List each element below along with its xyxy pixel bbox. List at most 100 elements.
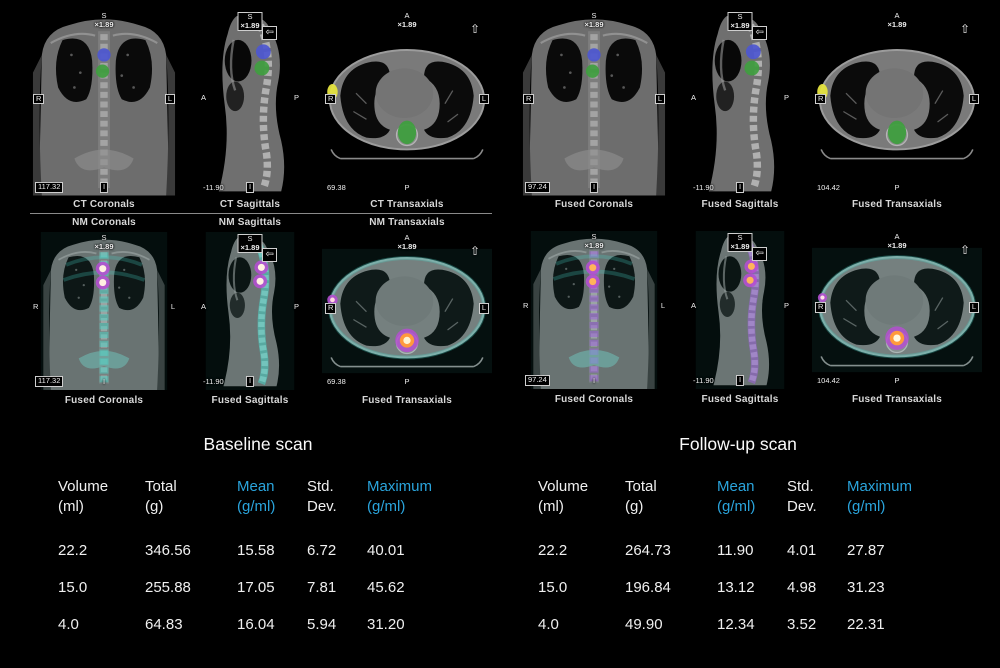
orientation-top-label: S ×1.89 xyxy=(94,11,114,29)
orientation-left-label: R xyxy=(325,303,337,314)
cell-volume: 22.2 xyxy=(538,541,568,559)
orientation-right-label: P xyxy=(293,302,299,312)
viewport-title: Fused Coronals xyxy=(554,199,634,210)
cell-volume: 15.0 xyxy=(538,578,568,596)
ct-row: S ×1.89 R L 117.32 I S ×1.89 ⇦ A P -11.90 … xyxy=(30,10,492,196)
orientation-left-label: A xyxy=(201,92,207,102)
orientation-left-label: A xyxy=(691,301,697,311)
viewport-fused-coronals[interactable]: S ×1.89 R L 117.32 I xyxy=(30,232,178,390)
fused-row-titles: Fused Coronals Fused Sagittals Fused Tra… xyxy=(520,394,982,405)
orientation-bottom-label: I xyxy=(102,377,106,387)
baseline-image-group: S ×1.89 R L 117.32 I S ×1.89 ⇦ A P -11.90 … xyxy=(30,10,492,406)
column-header-volume: Volume (ml) xyxy=(58,478,109,516)
cell-volume: 22.2 xyxy=(58,541,88,559)
baseline-stats-panel: Baseline scan Volume (ml) Total (g) Mean (g… xyxy=(58,434,458,643)
flip-left-arrow-icon: ⇦ xyxy=(262,248,277,262)
orientation-left-label: R xyxy=(815,302,827,313)
slice-coordinate: -11.90 xyxy=(693,183,714,193)
cell-stddev: 6.72 xyxy=(307,541,337,559)
orientation-right-label: L xyxy=(654,93,665,105)
cell-mean: 17.05 xyxy=(237,578,275,596)
orientation-right-label: L xyxy=(968,302,979,313)
column-header-volume: Volume (ml) xyxy=(538,478,589,516)
table-row: 4.0 49.90 12.34 3.52 22.31 xyxy=(538,606,938,643)
viewport-fused-sagittals[interactable]: S ×1.89 ⇦ A P -11.90 I xyxy=(198,232,302,390)
ct-row-titles: CT Coronals CT Sagittals CT Transaxials xyxy=(30,199,492,210)
slice-coordinate: 104.42 xyxy=(817,376,840,386)
fused-row-titles: Fused Coronals Fused Sagittals Fused Tra… xyxy=(520,199,982,210)
viewport-title: CT Transaxials xyxy=(370,199,444,210)
fused-sagittal-scan-image xyxy=(688,231,792,389)
cell-mean: 15.58 xyxy=(237,541,275,559)
ct-sagittal-scan-image xyxy=(198,10,302,196)
viewport-ct-transaxials[interactable]: A ×1.89 ⇧ R L 69.38 P xyxy=(322,10,492,196)
column-header-maximum: Maximum (g/ml) xyxy=(847,478,913,516)
table-row: 22.2 346.56 15.58 6.72 40.01 xyxy=(58,532,458,569)
orientation-bottom-label: P xyxy=(404,183,410,193)
viewport-fused-sagittals[interactable]: S ×1.89 ⇦ A P -11.90 I xyxy=(688,10,792,196)
orientation-top-label: A ×1.89 xyxy=(887,11,907,29)
orientation-bottom-label: I xyxy=(735,182,745,193)
viewport-title: CT Sagittals xyxy=(219,199,281,210)
viewport-ct-sagittals[interactable]: S ×1.89 ⇦ A P -11.90 I xyxy=(198,10,302,196)
column-header-mean: Mean (g/ml) xyxy=(717,478,756,516)
fused-transaxial-scan-image xyxy=(322,247,492,375)
orientation-top-label: A ×1.89 xyxy=(887,232,907,250)
orientation-bottom-label: I xyxy=(245,376,255,387)
viewport-ct-coronals[interactable]: S ×1.89 R L 117.32 I xyxy=(30,10,178,196)
slice-coordinate: 104.42 xyxy=(817,183,840,193)
cell-total: 264.73 xyxy=(625,541,671,559)
fused-row: S ×1.89 R L 117.32 I S ×1.89 ⇦ A P -11.90 xyxy=(30,232,492,390)
slice-coordinate: 69.38 xyxy=(327,377,346,387)
slice-coordinate: 97.24 xyxy=(525,375,550,386)
viewport-fused-transaxials[interactable]: A ×1.89 ⇧ R L 104.42 P xyxy=(812,10,982,196)
viewport-fused-transaxials[interactable]: A ×1.89 ⇧ R L 104.42 P xyxy=(812,231,982,389)
cell-stddev: 4.98 xyxy=(787,578,817,596)
orientation-bottom-label: I xyxy=(99,182,109,193)
slice-coordinate: 117.32 xyxy=(35,182,64,193)
column-header-maximum: Maximum (g/ml) xyxy=(367,478,433,516)
orientation-top-label: A ×1.89 xyxy=(397,11,417,29)
orientation-bottom-label: P xyxy=(894,376,900,386)
cell-mean: 11.90 xyxy=(717,541,754,559)
cell-total: 255.88 xyxy=(145,578,191,596)
table-row: 4.0 64.83 16.04 5.94 31.20 xyxy=(58,606,458,643)
cell-stddev: 7.81 xyxy=(307,578,337,596)
flip-up-arrow-icon: ⇧ xyxy=(469,22,480,36)
fused-row-titles: Fused Coronals Fused Sagittals Fused Tra… xyxy=(30,395,492,406)
orientation-left-label: R xyxy=(523,301,529,311)
viewport-title: NM Transaxials xyxy=(369,217,445,228)
cell-volume: 15.0 xyxy=(58,578,88,596)
orientation-right-label: P xyxy=(783,301,789,311)
orientation-bottom-label: I xyxy=(245,182,255,193)
cell-stddev: 4.01 xyxy=(787,541,817,559)
orientation-bottom-label: P xyxy=(404,377,410,387)
cell-total: 196.84 xyxy=(625,578,671,596)
fused-sagittal-scan-image xyxy=(198,232,302,390)
fused-coronal-scan-image xyxy=(520,10,668,196)
cell-maximum: 27.87 xyxy=(847,541,885,559)
viewport-fused-transaxials[interactable]: A ×1.89 ⇧ R L 69.38 P xyxy=(322,232,492,390)
orientation-left-label: A xyxy=(691,92,697,102)
orientation-left-label: A xyxy=(201,302,207,312)
orientation-right-label: L xyxy=(170,302,175,312)
orientation-bottom-label: I xyxy=(735,375,745,386)
orientation-right-label: L xyxy=(478,303,489,314)
orientation-top-label: S ×1.89 xyxy=(727,12,753,32)
viewport-fused-coronals[interactable]: S ×1.89 R L 97.24 I xyxy=(520,231,668,389)
cell-stddev: 5.94 xyxy=(307,615,337,633)
orientation-left-label: R xyxy=(815,93,827,105)
viewport-fused-coronals[interactable]: S ×1.89 R L 97.24 I xyxy=(520,10,668,196)
fused-sagittal-scan-image xyxy=(688,10,792,196)
column-header-total: Total (g) xyxy=(625,478,657,516)
ct-transaxial-scan-image xyxy=(322,39,492,167)
column-header-stddev: Std. Dev. xyxy=(787,478,817,516)
column-header-total: Total (g) xyxy=(145,478,177,516)
viewport-fused-sagittals[interactable]: S ×1.89 ⇦ A P -11.90 I xyxy=(688,231,792,389)
slice-coordinate: -11.90 xyxy=(203,183,224,193)
baseline-scan-title: Baseline scan xyxy=(203,434,313,454)
baseline-table-body: 22.2 346.56 15.58 6.72 40.01 15.0 255.88… xyxy=(58,532,458,643)
followup-table-body: 22.2 264.73 11.90 4.01 27.87 15.0 196.84… xyxy=(538,532,938,643)
orientation-top-label: S ×1.89 xyxy=(584,232,604,250)
viewport-title: NM Coronals xyxy=(72,217,136,228)
